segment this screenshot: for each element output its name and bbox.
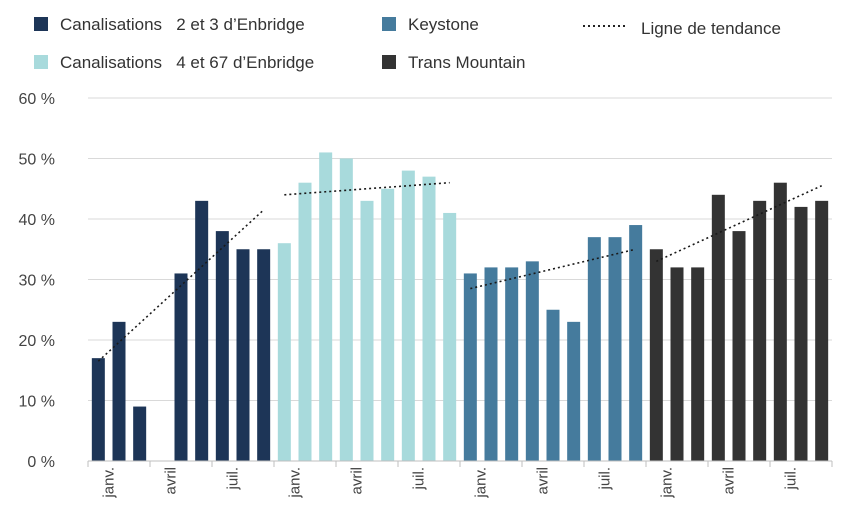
bar-2-6	[381, 188, 395, 461]
bar-4-8	[794, 206, 808, 461]
legend-label-trans-mountain: Trans Mountain	[408, 53, 525, 72]
bar-2-3	[319, 152, 333, 461]
bar-1-9	[257, 249, 271, 461]
bar-1-2	[112, 321, 126, 461]
legend-label-canalisations-4-67: Canalisations 4 et 67 d’Enbridge	[60, 53, 314, 72]
legend-swatch-keystone	[382, 17, 396, 31]
bar-4-4	[711, 194, 725, 462]
bar-2-7	[401, 170, 415, 461]
bar-4-5	[732, 231, 746, 461]
bar-3-7	[587, 237, 601, 461]
x-tick-label: avril	[349, 467, 366, 495]
bar-4-6	[753, 200, 767, 461]
x-tick-label: avril	[721, 467, 738, 495]
bar-4-1	[649, 249, 663, 461]
y-tick-label: 50 %	[19, 152, 55, 169]
x-tick-label: juil.	[411, 467, 428, 491]
legend-swatch-canalisations-2-3	[34, 17, 48, 31]
legend-item-keystone: Keystone	[382, 15, 479, 34]
x-tick-label: janv.	[473, 467, 490, 499]
bars	[91, 152, 829, 462]
y-tick-label: 30 %	[19, 273, 55, 290]
y-tick-label: 10 %	[19, 394, 55, 411]
y-axis: 0 % 10 % 20 % 30 % 40 % 50 % 60 %	[19, 91, 55, 471]
trend-line-3	[470, 248, 636, 290]
bar-3-2	[484, 267, 498, 461]
bar-1-7	[215, 231, 229, 461]
bar-4-2	[670, 267, 684, 461]
bar-1-5	[174, 273, 188, 461]
bar-3-3	[505, 267, 519, 461]
bar-1-8	[236, 249, 250, 461]
x-tick-label: janv.	[287, 467, 304, 499]
x-tick-label: janv.	[101, 467, 118, 499]
legend-label-trend: Ligne de tendance	[641, 19, 781, 38]
trend-lines	[97, 181, 823, 362]
legend-label-canalisations-2-3: Canalisations 2 et 3 d’Enbridge	[60, 15, 305, 34]
x-tick-label: juil.	[783, 467, 800, 491]
x-tick-label: avril	[535, 467, 552, 495]
bar-3-9	[629, 225, 643, 461]
legend-item-canalisations-2-3: Canalisations 2 et 3 d’Enbridge	[34, 15, 305, 34]
bar-3-8	[608, 237, 622, 461]
legend-swatch-trans-mountain	[382, 55, 396, 69]
x-axis: janv. avril juil. janv. avril juil. janv. avril…	[87, 460, 833, 499]
x-tick-label: juil.	[597, 467, 614, 491]
x-tick-label: juil.	[225, 467, 242, 491]
trend-line-1	[97, 209, 265, 362]
bar-1-3	[133, 406, 147, 461]
bar-3-5	[546, 309, 560, 461]
legend-item-canalisations-4-67: Canalisations 4 et 67 d’Enbridge	[34, 53, 314, 72]
legend-item-trans-mountain: Trans Mountain	[382, 53, 525, 72]
bar-1-6	[195, 200, 209, 461]
bar-2-1	[277, 243, 291, 461]
bar-4-9	[815, 200, 829, 461]
bar-3-4	[525, 261, 539, 461]
x-tick-label: avril	[163, 467, 180, 495]
bar-2-2	[298, 182, 312, 461]
legend-swatch-canalisations-4-67	[34, 55, 48, 69]
y-tick-label: 20 %	[19, 333, 55, 350]
bar-1-1	[91, 358, 105, 461]
bar-2-4	[339, 158, 353, 461]
legend: Canalisations 2 et 3 d’Enbridge Canalisa…	[34, 15, 781, 72]
y-tick-label: 60 %	[19, 91, 55, 108]
legend-label-keystone: Keystone	[408, 15, 479, 34]
bar-4-7	[773, 182, 787, 461]
y-tick-label: 0 %	[27, 454, 55, 471]
y-tick-label: 40 %	[19, 212, 55, 229]
bar-3-1	[463, 273, 477, 461]
gridlines	[88, 97, 832, 401]
legend-item-trend: Ligne de tendance	[583, 19, 781, 38]
bar-2-9	[443, 212, 457, 461]
trend-line-4	[655, 185, 823, 263]
bar-2-8	[422, 176, 436, 461]
bar-2-5	[360, 200, 374, 461]
bar-3-6	[567, 321, 581, 461]
bar-4-3	[691, 267, 705, 461]
x-tick-label: janv.	[659, 467, 676, 499]
